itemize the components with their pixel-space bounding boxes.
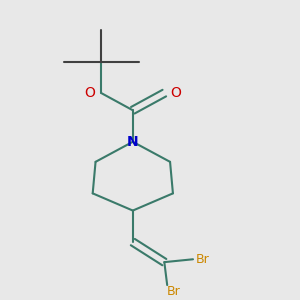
Text: O: O (85, 86, 96, 100)
Text: O: O (170, 86, 181, 100)
Text: N: N (127, 135, 139, 149)
Text: Br: Br (167, 285, 181, 298)
Text: Br: Br (196, 253, 210, 266)
